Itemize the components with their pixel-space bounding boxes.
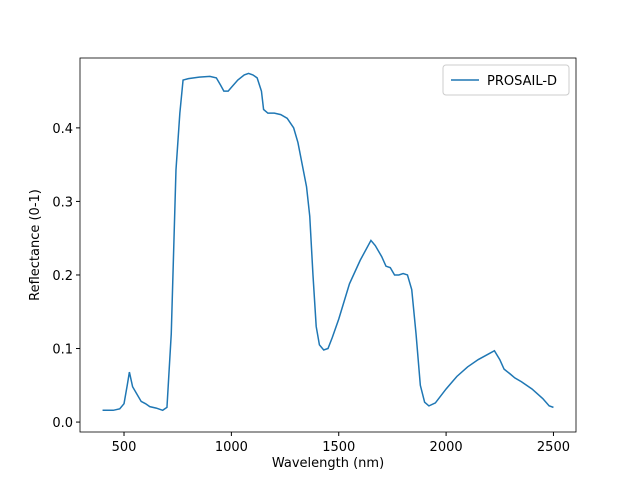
x-axis-label: Wavelength (nm): [272, 456, 384, 471]
y-tick-label: 0.4: [52, 122, 73, 137]
y-tick-label: 0.1: [52, 343, 73, 358]
y-tick-label: 0.0: [52, 416, 73, 431]
x-tick-label: 1500: [322, 440, 355, 455]
legend-label: PROSAIL-D: [487, 74, 557, 89]
data-line: [102, 72, 554, 412]
x-tick-label: 2500: [537, 440, 570, 455]
plot-frame: [79, 57, 577, 433]
y-tick-label: 0.2: [52, 269, 73, 284]
y-axis-label: Reflectance (0-1): [28, 189, 43, 301]
y-tick-label: 0.3: [52, 195, 73, 210]
legend-box: [442, 64, 570, 96]
x-tick-label: 2000: [430, 440, 463, 455]
x-tick-label: 500: [112, 440, 137, 455]
x-tick-label: 1000: [215, 440, 248, 455]
